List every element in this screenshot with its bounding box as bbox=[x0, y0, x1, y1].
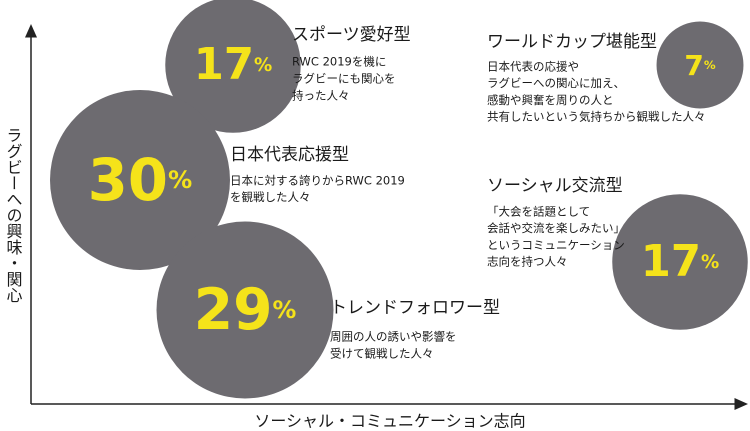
bubble-label: 7% bbox=[684, 49, 715, 82]
segment-description: 受けて観戦した人々 bbox=[330, 347, 434, 361]
segment-description: 日本に対する誇りからRWC 2019 bbox=[230, 174, 405, 188]
bubble-label: 17% bbox=[641, 237, 720, 287]
bubble bbox=[50, 90, 230, 270]
segment-description: ラグビーにも関心を bbox=[292, 72, 396, 86]
segment-description: というコミュニケーション bbox=[487, 238, 625, 252]
segment-title: ワールドカップ堪能型 bbox=[487, 32, 657, 52]
segment-description: を観戦した人々 bbox=[230, 190, 311, 204]
segment-description: 「大会を話題として bbox=[487, 205, 590, 219]
segment-description: 周囲の人の誘いや影響を bbox=[330, 330, 457, 344]
bubble bbox=[156, 221, 334, 399]
segment-description: 志向を持つ人々 bbox=[487, 255, 568, 269]
segment-description: RWC 2019を機に bbox=[292, 55, 386, 69]
segment-title: 日本代表応援型 bbox=[230, 145, 349, 165]
bubble-label: 30% bbox=[88, 147, 192, 214]
segment-title: スポーツ愛好型 bbox=[292, 25, 411, 45]
unit-label: % bbox=[254, 55, 272, 76]
value-label: 7 bbox=[684, 49, 703, 82]
x-axis-label: ソーシャル・コミュニケーション志向 bbox=[254, 412, 525, 431]
unit-label: % bbox=[273, 296, 297, 324]
value-label: 30 bbox=[88, 147, 168, 214]
segment-title: ソーシャル交流型 bbox=[487, 176, 623, 196]
segment-description: 日本代表の応援や bbox=[487, 60, 579, 74]
segment-description: 感動や興奮を周りの人と bbox=[487, 93, 614, 107]
unit-label: % bbox=[704, 58, 716, 72]
bubble-label: 29% bbox=[194, 277, 297, 343]
y-axis-label: ラグビーへの興味・関心 bbox=[4, 127, 23, 303]
value-label: 29 bbox=[194, 277, 273, 343]
segment-description: 会話や交流を楽しみたい」 bbox=[487, 221, 625, 235]
bubble bbox=[165, 0, 301, 133]
value-label: 17 bbox=[194, 40, 254, 90]
bubble-label: 17% bbox=[194, 40, 273, 90]
bubble bbox=[656, 21, 744, 109]
value-label: 17 bbox=[641, 237, 701, 287]
unit-label: % bbox=[168, 166, 192, 194]
segment-description: 共有したいという気持ちから観戦した人々 bbox=[487, 110, 706, 124]
bubble bbox=[612, 194, 748, 330]
segment-title: トレンドフォロワー型 bbox=[330, 298, 500, 318]
segment-description: 持った人々 bbox=[292, 89, 350, 103]
unit-label: % bbox=[701, 252, 719, 273]
segment-description: ラグビーへの関心に加え、 bbox=[487, 76, 625, 90]
